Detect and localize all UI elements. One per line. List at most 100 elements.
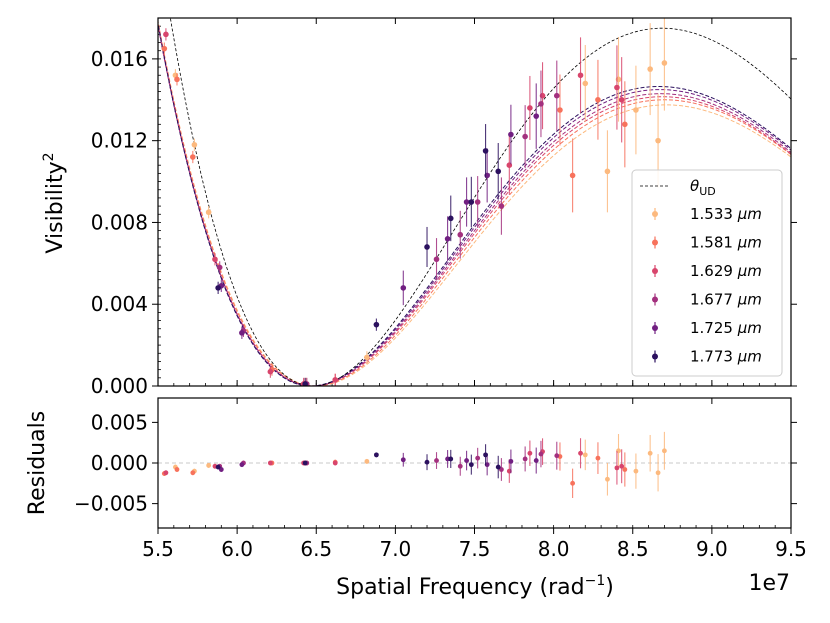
data-point	[212, 256, 218, 263]
data-point	[622, 121, 628, 128]
data-point	[655, 137, 661, 144]
legend-box	[631, 169, 783, 377]
legend-label: 1.629 μm	[690, 262, 762, 280]
legend-label: 1.677 μm	[690, 291, 762, 309]
residual-point	[190, 470, 196, 476]
data-point	[161, 45, 168, 52]
bottom-y-axis-title: Residuals	[25, 411, 50, 515]
residual-point	[582, 452, 588, 458]
data-point	[522, 133, 528, 140]
data-point	[205, 209, 212, 216]
legend-swatch	[652, 211, 658, 217]
data-point	[332, 377, 339, 383]
residual-point	[215, 464, 221, 470]
data-point	[174, 76, 180, 83]
residual-point	[464, 458, 469, 463]
ud-model-curve	[169, 18, 791, 386]
legend-ud-label: θUD	[690, 177, 716, 198]
x-axis-offset-label: 1e7	[748, 571, 790, 596]
residual-point	[400, 457, 406, 463]
residual-point	[434, 458, 439, 463]
residual-point	[655, 470, 661, 476]
data-point	[553, 92, 560, 99]
residual-data-points	[161, 431, 667, 499]
x-tick-label: 9.0	[696, 537, 728, 561]
top-data-points	[161, 18, 668, 386]
data-point	[468, 199, 475, 205]
residual-point	[614, 465, 620, 471]
top-y-axis-title: Visibility2	[41, 152, 68, 253]
data-point	[474, 199, 481, 205]
data-point	[447, 215, 454, 222]
x-tick-label: 6.5	[300, 537, 332, 561]
top-y-tick-label: 0.008	[91, 210, 148, 234]
x-tick-label: 6.0	[221, 537, 253, 561]
residual-point	[595, 455, 601, 461]
data-point	[595, 96, 601, 103]
x-tick-labels: 5.5 6.0 6.5 7.0 7.5 8.0 8.5 9.0 9.5	[142, 537, 807, 561]
residual-point	[647, 450, 653, 456]
residual-point	[538, 451, 544, 457]
data-point	[557, 107, 563, 113]
model-curve-1.581	[158, 19, 791, 386]
top-panel: 0.000 0.004 0.008 0.012 0.016 Visibility2	[41, 17, 797, 398]
residual-point	[206, 463, 212, 468]
residual-point	[578, 450, 583, 456]
data-point	[508, 131, 514, 138]
bottom-plot-frame	[157, 397, 792, 529]
residual-point	[622, 467, 628, 472]
bottom-y-tick-label: 0.005	[91, 410, 148, 434]
residual-point	[619, 463, 625, 469]
data-point	[267, 368, 274, 375]
top-y-tick-label: 0.016	[91, 47, 148, 71]
x-tick-label: 9.5	[775, 537, 807, 561]
residual-point	[302, 460, 308, 466]
data-point	[614, 84, 620, 91]
residual-point	[267, 460, 273, 466]
data-point	[582, 80, 589, 87]
legend-swatch	[652, 239, 658, 246]
residual-point	[554, 453, 560, 459]
x-tick-label: 5.5	[142, 537, 174, 561]
residual-point	[468, 462, 474, 468]
residual-point	[332, 460, 338, 466]
bottom-y-tick-label: −0.005	[74, 492, 148, 516]
top-y-tick-label: 0.000	[91, 374, 148, 398]
residual-point	[373, 452, 379, 458]
data-point	[444, 236, 451, 242]
legend-swatch	[652, 268, 658, 274]
data-point	[239, 330, 245, 336]
model-curve-1.677	[158, 22, 791, 386]
data-point	[302, 381, 308, 386]
data-point	[482, 148, 489, 154]
legend-swatch	[652, 353, 658, 360]
x-axis-title: Spatial Frequency (rad−1)	[336, 573, 614, 600]
data-point	[569, 172, 576, 179]
legend-label: 1.773 μm	[690, 348, 762, 366]
residual-point	[174, 467, 180, 472]
residual-point	[633, 468, 639, 474]
legend: θUD 1.533 μm 1.581 μm 1.629 μm 1.677 μm 1.725…	[631, 169, 783, 377]
data-point	[498, 203, 505, 209]
residual-point	[424, 459, 430, 465]
data-point	[577, 72, 584, 79]
data-point	[661, 60, 668, 66]
x-tick-label: 7.0	[379, 537, 411, 561]
residual-point	[448, 456, 454, 462]
data-point	[633, 107, 639, 113]
data-point	[424, 244, 430, 250]
data-point	[163, 31, 169, 38]
x-tick-label: 7.5	[459, 537, 491, 561]
model-curve-1.773	[158, 20, 791, 386]
data-point	[433, 256, 440, 263]
residual-point	[239, 462, 245, 468]
data-point	[373, 321, 380, 328]
data-point	[618, 96, 625, 103]
data-point	[527, 105, 533, 111]
data-point	[495, 168, 502, 175]
data-point	[216, 264, 223, 271]
data-point	[190, 154, 196, 160]
x-tick-label: 8.0	[538, 537, 570, 561]
top-y-tick-labels: 0.000 0.004 0.008 0.012 0.016	[91, 47, 148, 398]
